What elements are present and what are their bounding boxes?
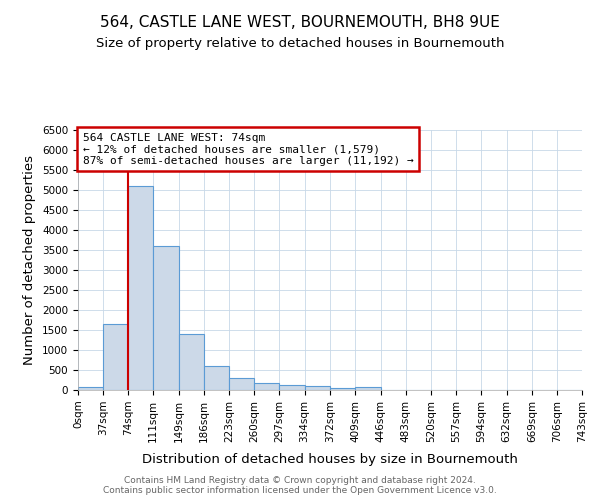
Bar	[229, 378, 254, 390]
Text: Size of property relative to detached houses in Bournemouth: Size of property relative to detached ho…	[96, 38, 504, 51]
Bar	[103, 324, 128, 390]
Bar	[128, 186, 153, 390]
Bar	[153, 246, 179, 390]
Bar	[280, 385, 305, 390]
Text: Contains HM Land Registry data © Crown copyright and database right 2024.
Contai: Contains HM Land Registry data © Crown c…	[103, 476, 497, 495]
Bar	[78, 387, 103, 390]
X-axis label: Distribution of detached houses by size in Bournemouth: Distribution of detached houses by size …	[142, 453, 518, 466]
Y-axis label: Number of detached properties: Number of detached properties	[23, 155, 37, 365]
Text: 564 CASTLE LANE WEST: 74sqm
← 12% of detached houses are smaller (1,579)
87% of : 564 CASTLE LANE WEST: 74sqm ← 12% of det…	[83, 132, 414, 166]
Text: 564, CASTLE LANE WEST, BOURNEMOUTH, BH8 9UE: 564, CASTLE LANE WEST, BOURNEMOUTH, BH8 …	[100, 15, 500, 30]
Bar	[331, 388, 355, 390]
Bar	[305, 386, 331, 390]
Bar	[254, 384, 280, 390]
Bar	[355, 388, 380, 390]
Bar	[204, 366, 229, 390]
Bar	[179, 334, 204, 390]
